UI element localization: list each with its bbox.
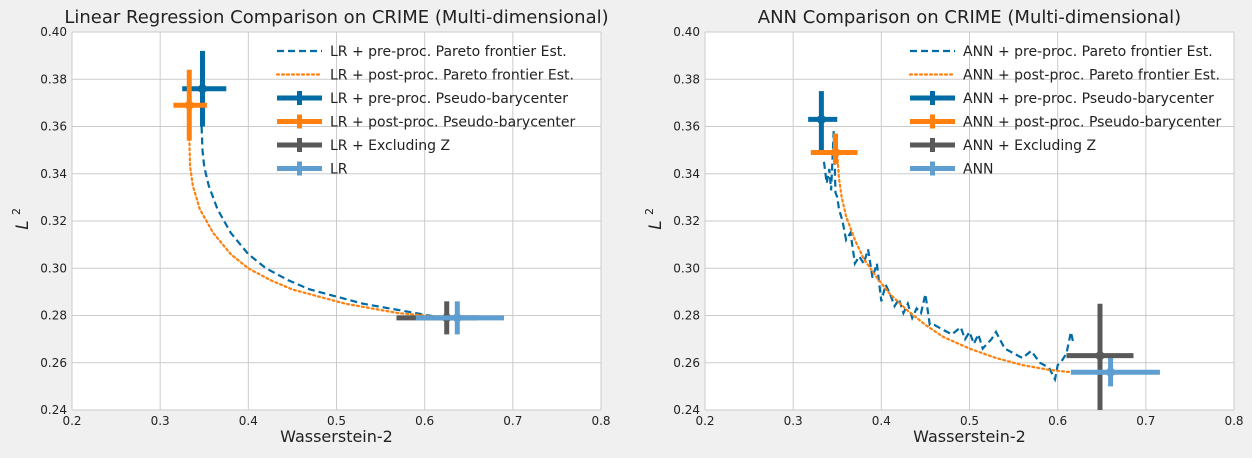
x-axis-label: Wasserstein-2 xyxy=(913,427,1026,446)
y-axis-label-main: L xyxy=(13,220,33,229)
x-axis-label: Wasserstein-2 xyxy=(280,427,393,446)
legend-label: ANN + post-proc. Pseudo-barycenter xyxy=(963,115,1221,131)
y-tick-label: 0.40 xyxy=(40,25,67,39)
y-tick-label: 0.40 xyxy=(673,25,700,39)
frontier-line-1 xyxy=(200,126,443,319)
frontier-line-2 xyxy=(836,153,1073,374)
legend-label: LR + pre-proc. Pareto frontier Est. xyxy=(330,44,567,60)
data-layer xyxy=(173,50,505,335)
error-marker-point xyxy=(452,313,462,323)
x-tick-label: 0.3 xyxy=(151,414,170,428)
x-tick-label: 0.7 xyxy=(1136,414,1155,428)
x-tick-label: 0.4 xyxy=(872,414,891,428)
y-tick-label: 0.32 xyxy=(40,214,67,228)
frontier-line-1 xyxy=(822,131,1075,383)
legend-entry-1: ANN + pre-proc. Pareto frontier Est. xyxy=(910,44,1213,60)
y-tick-label: 0.24 xyxy=(673,403,700,417)
x-tick-label: 0.8 xyxy=(591,414,610,428)
y-tick-label: 0.30 xyxy=(673,261,700,275)
legend-entry-4: LR + post-proc. Pseudo-barycenter xyxy=(277,114,575,131)
legend-entry-6: LR xyxy=(277,161,348,178)
frontier-line-2 xyxy=(188,137,448,319)
chart-panel-1: 0.2 0.3 0.4 0.5 0.6 0.7 0.8 0.24 0.26 0.28 0.30 0.3… xyxy=(10,7,611,446)
x-tick-label: 0.6 xyxy=(415,414,434,428)
y-tick-label: 0.38 xyxy=(40,72,67,86)
legend-label: LR xyxy=(330,162,348,178)
legend-label: ANN + pre-proc. Pseudo-barycenter xyxy=(963,91,1214,107)
x-tick-label: 0.2 xyxy=(62,414,81,428)
x-tick-label: 0.5 xyxy=(327,414,346,428)
y-tick-label: 0.34 xyxy=(40,167,67,181)
legend-label: ANN + post-proc. Pareto frontier Est. xyxy=(963,68,1220,84)
data-layer xyxy=(808,91,1160,410)
y-tick-label: 0.26 xyxy=(40,356,67,370)
y-tick-label: 0.28 xyxy=(40,309,67,323)
error-marker-point xyxy=(1095,351,1105,361)
legend-entry-2: LR + post-proc. Pareto frontier Est. xyxy=(275,68,574,84)
legend-label: ANN + Excluding Z xyxy=(963,138,1096,154)
x-tick-label: 0.4 xyxy=(239,414,258,428)
x-tick-label: 0.3 xyxy=(784,414,803,428)
legend-entry-1: LR + pre-proc. Pareto frontier Est. xyxy=(277,44,567,60)
legend-entry-4: ANN + post-proc. Pseudo-barycenter xyxy=(910,114,1221,131)
y-tick-label: 0.30 xyxy=(40,261,67,275)
legend-entry-5: LR + Excluding Z xyxy=(277,138,450,154)
y-tick-label: 0.36 xyxy=(40,120,67,134)
error-marker-point xyxy=(816,114,826,124)
x-tick-label: 0.7 xyxy=(503,414,522,428)
y-tick-label: 0.32 xyxy=(673,214,700,228)
y-tick-label: 0.26 xyxy=(673,356,700,370)
error-marker-4 xyxy=(1070,358,1160,387)
x-tick-label: 0.2 xyxy=(695,414,714,428)
error-marker-point xyxy=(184,100,194,110)
error-marker-3 xyxy=(1066,303,1134,410)
legend-label: ANN xyxy=(963,162,994,178)
error-marker-1 xyxy=(808,91,838,151)
error-marker-point xyxy=(1106,367,1116,377)
legend-label: ANN + pre-proc. Pareto frontier Est. xyxy=(963,44,1213,60)
chart-title: Linear Regression Comparison on CRIME (M… xyxy=(64,7,608,28)
error-marker-4 xyxy=(415,301,505,335)
legend-entry-2: ANN + post-proc. Pareto frontier Est. xyxy=(908,68,1220,84)
y-axis-label-superscript: 2 xyxy=(10,208,23,215)
legend-label: LR + Excluding Z xyxy=(330,138,450,154)
y-axis-label: L2 xyxy=(643,208,666,230)
legend: LR + pre-proc. Pareto frontier Est. LR + … xyxy=(275,44,575,178)
error-marker-2 xyxy=(810,133,858,165)
y-tick-label: 0.28 xyxy=(673,309,700,323)
error-marker-2 xyxy=(173,69,207,141)
legend: ANN + pre-proc. Pareto frontier Est. ANN … xyxy=(908,44,1221,178)
x-tick-label: 0.5 xyxy=(960,414,979,428)
x-tick-label: 0.6 xyxy=(1048,414,1067,428)
x-tick-label: 0.8 xyxy=(1224,414,1243,428)
y-axis-label: L2 xyxy=(10,208,33,230)
y-tick-label: 0.34 xyxy=(673,167,700,181)
error-marker-point xyxy=(830,147,840,157)
legend-entry-3: ANN + pre-proc. Pseudo-barycenter xyxy=(910,91,1214,107)
legend-entry-3: LR + pre-proc. Pseudo-barycenter xyxy=(277,91,568,107)
y-axis-label-main: L xyxy=(646,220,666,229)
error-marker-point xyxy=(197,84,207,94)
legend-entry-6: ANN xyxy=(910,161,994,178)
y-tick-label: 0.38 xyxy=(673,72,700,86)
legend-label: LR + post-proc. Pseudo-barycenter xyxy=(330,115,575,131)
legend-entry-5: ANN + Excluding Z xyxy=(910,138,1096,154)
y-tick-label: 0.36 xyxy=(673,120,700,134)
chart-title: ANN Comparison on CRIME (Multi-dimension… xyxy=(758,7,1181,28)
legend-label: LR + pre-proc. Pseudo-barycenter xyxy=(330,91,568,107)
legend-label: LR + post-proc. Pareto frontier Est. xyxy=(330,68,574,84)
error-marker-1 xyxy=(182,50,227,127)
y-axis-label-superscript: 2 xyxy=(643,208,656,215)
y-tick-label: 0.24 xyxy=(40,403,67,417)
chart-panel-2: 0.2 0.3 0.4 0.5 0.6 0.7 0.8 0.24 0.26 0.28 0.30 0.3… xyxy=(643,7,1244,446)
